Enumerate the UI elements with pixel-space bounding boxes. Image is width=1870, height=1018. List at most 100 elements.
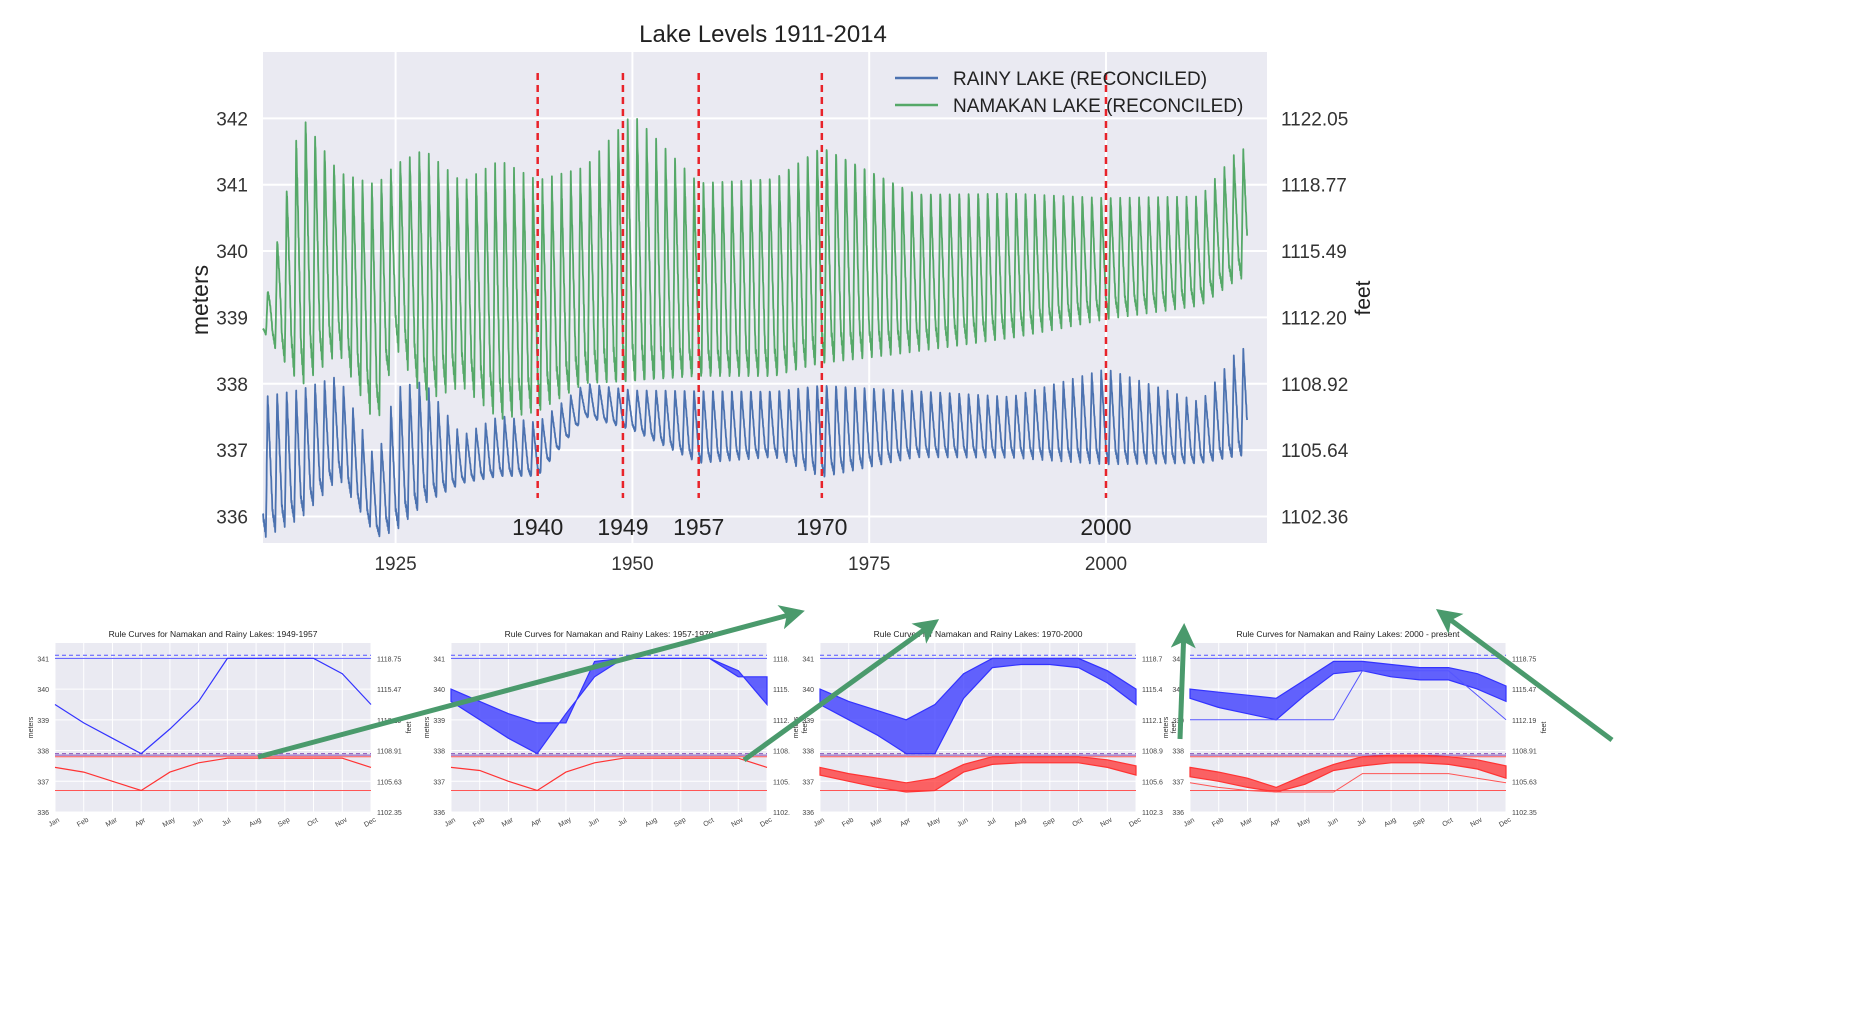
y-tick-label: 338: [216, 375, 248, 396]
small-x-tick-label: Feb: [76, 817, 90, 829]
small-x-tick-label: Jun: [587, 817, 600, 829]
small-y-tick-label: 337: [1172, 779, 1184, 786]
pointer-arrow-4: [1435, 609, 1614, 743]
legend-label: NAMAKAN LAKE (RECONCILED): [953, 96, 1243, 117]
pointer-arrow-2: [742, 619, 940, 763]
small-x-tick-label: Sep: [1412, 817, 1426, 829]
y2-tick-label: 1108.92: [1281, 375, 1348, 396]
small-y2-tick-label: 1118.75: [377, 656, 401, 663]
small-x-tick-label: Aug: [1383, 817, 1397, 829]
small-x-tick-label: Oct: [306, 817, 319, 829]
y-tick-label: 340: [216, 242, 248, 263]
rule-curve-chart-2: Jan Feb Mar Apr May Jun Jul Aug Sep Oct Nov Dec 336 1…: [424, 629, 809, 829]
small-x-tick-label: Aug: [1013, 817, 1027, 829]
small-x-tick-label: Jul: [986, 817, 998, 828]
vline-label: 1970: [796, 514, 847, 540]
y-tick-label: 342: [216, 109, 248, 130]
y-tick-label: 341: [216, 176, 248, 197]
y2-tick-label: 1122.05: [1281, 109, 1348, 130]
x-tick-label: 1950: [611, 554, 653, 575]
small-x-tick-label: May: [1297, 816, 1312, 829]
small-x-tick-label: Mar: [1240, 816, 1255, 828]
y2-tick-label: 1105.64: [1281, 441, 1349, 462]
small-x-tick-label: Aug: [644, 817, 658, 829]
small-y-tick-label: 340: [802, 687, 814, 694]
small-y-tick-label: 338: [37, 749, 49, 756]
rainy-rule-band: [450, 757, 768, 792]
small-x-tick-label: Dec: [363, 816, 378, 829]
small-x-tick-label: Jan: [444, 817, 457, 829]
small-y-axis-label: meters: [793, 716, 800, 738]
small-x-tick-label: Dec: [1128, 816, 1143, 829]
small-x-tick-label: Apr: [899, 817, 913, 829]
small-y-tick-label: 336: [433, 810, 445, 817]
small-y2-tick-label: 1112.1: [1142, 718, 1162, 725]
small-x-tick-label: Sep: [277, 817, 291, 829]
small-y-tick-label: 341: [37, 656, 49, 663]
small-y-axis-label: meters: [1163, 716, 1170, 738]
small-x-tick-label: Jul: [221, 817, 233, 828]
small-y2-tick-label: 1102.35: [1512, 810, 1537, 817]
small-chart-title: Rule Curves for Namakan and Rainy Lakes:…: [109, 629, 318, 639]
y2-tick-label: 1112.20: [1281, 308, 1347, 329]
small-chart-title: Rule Curves for Namakan and Rainy Lakes:…: [1236, 629, 1460, 639]
small-x-tick-label: Apr: [134, 817, 148, 829]
x-tick-label: 1975: [848, 554, 890, 575]
small-y-tick-label: 336: [1172, 810, 1184, 817]
small-y2-tick-label: 1108.91: [377, 749, 402, 756]
small-y2-axis-label: feet: [1171, 722, 1178, 734]
y-axis-label: meters: [187, 265, 213, 335]
small-x-tick-label: Mar: [105, 816, 120, 828]
y-tick-label: 337: [216, 441, 248, 462]
small-y2-tick-label: 1108.91: [1512, 749, 1537, 756]
x-tick-label: 1925: [374, 554, 416, 575]
small-x-tick-label: Feb: [472, 817, 486, 829]
small-x-tick-label: Apr: [1269, 817, 1283, 829]
small-y-tick-label: 339: [433, 718, 445, 725]
small-x-tick-label: Oct: [702, 817, 715, 829]
series-line-rainy-lake: [262, 347, 1248, 538]
small-x-tick-label: Jan: [813, 817, 826, 829]
small-x-tick-label: Jun: [191, 817, 204, 829]
small-x-tick-label: Nov: [730, 816, 745, 829]
small-y2-tick-label: 1115.: [773, 687, 790, 694]
pointer-arrow-1: [257, 605, 805, 760]
small-x-tick-label: Jan: [48, 817, 61, 829]
vline-label: 1949: [597, 514, 648, 540]
small-y-tick-label: 341: [1172, 656, 1184, 663]
y2-tick-label: 1118.77: [1281, 176, 1347, 197]
small-y-tick-label: 340: [1172, 687, 1184, 694]
small-y2-tick-label: 1105.63: [1512, 779, 1537, 786]
rule-curve-chart-4: Jan Feb Mar Apr May Jun Jul Aug Sep Oct Nov Dec 336 1…: [1163, 629, 1548, 829]
small-x-tick-label: Sep: [673, 817, 687, 829]
vline-label: 2000: [1080, 514, 1131, 540]
small-x-tick-label: Feb: [1211, 817, 1225, 829]
small-x-tick-label: Aug: [248, 817, 262, 829]
rule-curve-chart-3: Jan Feb Mar Apr May Jun Jul Aug Sep Oct Nov Dec 336 1…: [793, 629, 1178, 829]
namakan-rule-band: [819, 657, 1137, 755]
small-y2-tick-label: 1115.4: [1142, 687, 1162, 694]
rainy-rule-band: [54, 757, 372, 792]
small-x-tick-label: Nov: [1469, 816, 1484, 829]
small-y-axis-label: meters: [28, 716, 35, 738]
vline-label: 1957: [673, 514, 724, 540]
small-y2-tick-label: 1112.: [773, 718, 790, 725]
small-y2-tick-label: 1102.35: [377, 810, 402, 817]
small-y2-tick-label: 1108.: [773, 749, 790, 756]
small-x-tick-label: Mar: [501, 816, 516, 828]
small-y2-tick-label: 1102.3: [1142, 810, 1163, 817]
small-y-tick-label: 337: [433, 779, 445, 786]
small-y-tick-label: 336: [37, 810, 49, 817]
series-line-namakan-lake: [262, 118, 1248, 420]
legend: RAINY LAKE (RECONCILED) NAMAKAN LAKE (REC…: [895, 69, 1243, 117]
small-y-tick-label: 337: [802, 779, 814, 786]
small-x-tick-label: Jul: [1356, 817, 1368, 828]
legend-label: RAINY LAKE (RECONCILED): [953, 69, 1207, 90]
small-x-tick-label: Feb: [841, 817, 855, 829]
small-x-tick-label: Jan: [1183, 817, 1196, 829]
small-y-tick-label: 338: [1172, 749, 1184, 756]
small-y-tick-label: 339: [802, 718, 814, 725]
small-y2-tick-label: 1112.19: [1512, 718, 1536, 725]
